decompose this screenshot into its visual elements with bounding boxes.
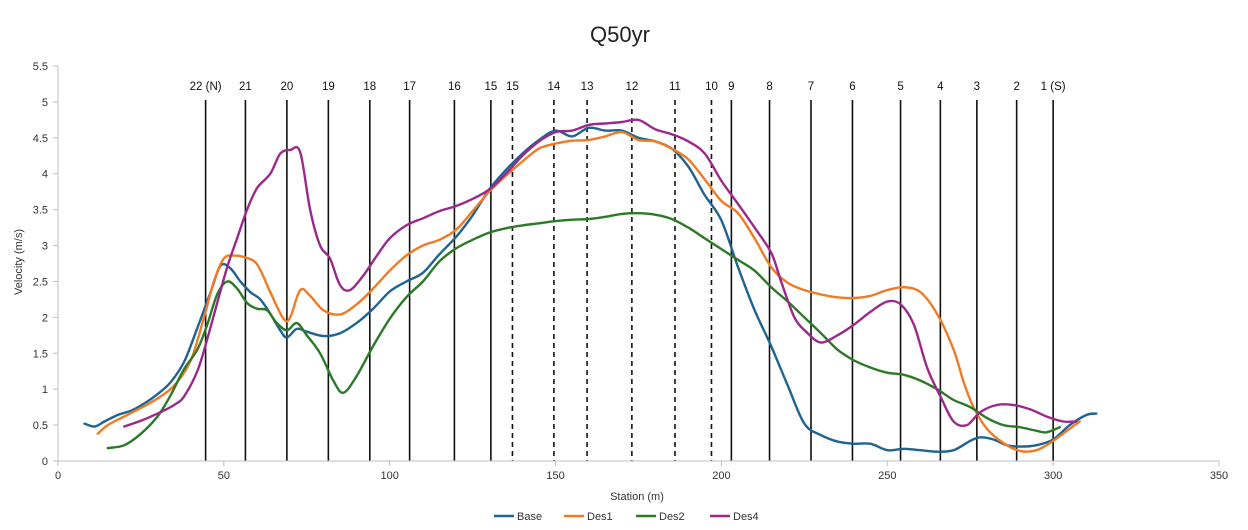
legend: Base Des1 Des2 Des4 xyxy=(494,511,759,523)
y-tick-label: 5.5 xyxy=(33,61,48,73)
cross-section-label: 18 xyxy=(363,81,376,93)
cross-section-label: 14 xyxy=(548,81,561,93)
cross-section-label: 10 xyxy=(705,81,718,93)
series-line-des4 xyxy=(123,118,1078,428)
cross-section-label: 1 (S) xyxy=(1041,81,1066,93)
cross-section-label: 20 xyxy=(280,81,293,93)
cross-section-label: 12 xyxy=(625,81,638,93)
cross-section-label: 11 xyxy=(669,81,681,93)
y-tick-label: 3.5 xyxy=(33,205,48,217)
x-tick-label: 250 xyxy=(878,470,896,482)
y-tick-label: 1 xyxy=(42,384,48,396)
cross-section-label: 22 (N) xyxy=(190,81,222,93)
cross-section-label: 7 xyxy=(808,81,814,93)
cross-section-label: 6 xyxy=(849,81,855,93)
cross-section-label: 15 xyxy=(506,81,519,93)
y-tick-label: 2.5 xyxy=(33,276,48,288)
series-line-des1 xyxy=(96,130,1081,453)
y-tick-label: 0.5 xyxy=(33,420,48,432)
y-tick-label: 1.5 xyxy=(33,348,48,360)
legend-label-des4: Des4 xyxy=(733,511,759,523)
series-line-base xyxy=(83,126,1098,453)
series-lines xyxy=(83,118,1098,453)
y-tick-label: 2 xyxy=(42,312,48,324)
cross-section-label: 19 xyxy=(322,81,335,93)
cross-section-label: 2 xyxy=(1013,81,1019,93)
cross-section-label: 17 xyxy=(403,81,416,93)
x-tick-label: 100 xyxy=(381,470,399,482)
cross-section-lines: 22 (N) 21 20 19 18 17 16 15 15 14 13 12 11 10 9 8 7 6 5 4 3 2… xyxy=(190,81,1066,461)
cross-section-label: 5 xyxy=(897,81,903,93)
y-tick-label: 3 xyxy=(42,241,48,253)
x-tick-label: 200 xyxy=(712,470,730,482)
y-axis-label: Velocity (m/s) xyxy=(13,229,25,295)
legend-label-base: Base xyxy=(517,511,542,523)
x-tick-label: 0 xyxy=(55,470,61,482)
legend-label-des2: Des2 xyxy=(659,511,685,523)
series-line-des2 xyxy=(106,211,1061,450)
cross-section-label: 16 xyxy=(448,81,461,93)
x-tick-label: 300 xyxy=(1044,470,1062,482)
cross-section-label: 21 xyxy=(239,81,252,93)
legend-label-des1: Des1 xyxy=(587,511,613,523)
y-tick-label: 5 xyxy=(42,97,48,109)
y-tick-label: 4.5 xyxy=(33,133,48,145)
cross-section-label: 8 xyxy=(766,81,772,93)
cross-section-label: 4 xyxy=(937,81,944,93)
cross-section-label: 3 xyxy=(974,81,980,93)
x-tick-label: 350 xyxy=(1210,470,1228,482)
x-tick-label: 50 xyxy=(218,470,230,482)
cross-section-label: 13 xyxy=(581,81,594,93)
axes: 0 50 100 150 200 250 300 350 0 0.5 1 1.5 2 2.5 3 3.5 4 4.… xyxy=(33,61,1228,482)
cross-section-label: 15 xyxy=(484,81,497,93)
cross-section-label: 9 xyxy=(728,81,734,93)
y-tick-label: 0 xyxy=(42,456,48,468)
x-tick-label: 150 xyxy=(546,470,564,482)
chart-title: Q50yr xyxy=(590,22,650,47)
y-tick-label: 4 xyxy=(42,169,48,181)
x-axis-label: Station (m) xyxy=(610,491,664,503)
